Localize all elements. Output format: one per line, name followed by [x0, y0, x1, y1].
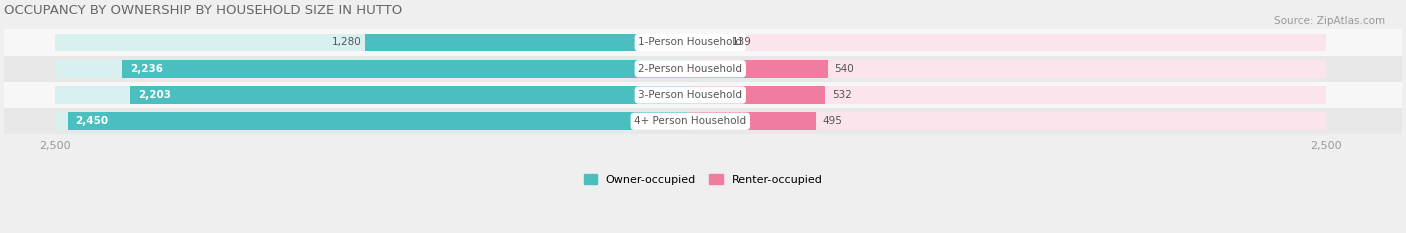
Text: 1,280: 1,280: [332, 38, 361, 48]
Text: 495: 495: [823, 116, 842, 126]
Bar: [690, 112, 1326, 130]
Bar: [690, 112, 815, 130]
Bar: [690, 60, 1326, 78]
Bar: [67, 112, 690, 130]
Legend: Owner-occupied, Renter-occupied: Owner-occupied, Renter-occupied: [579, 170, 827, 189]
Text: Source: ZipAtlas.com: Source: ZipAtlas.com: [1274, 16, 1385, 26]
Bar: [55, 60, 690, 78]
Text: 1-Person Household: 1-Person Household: [638, 38, 742, 48]
Bar: [55, 112, 690, 130]
Bar: [55, 86, 690, 104]
Text: 3-Person Household: 3-Person Household: [638, 90, 742, 100]
Bar: [690, 34, 725, 51]
Text: 2,203: 2,203: [138, 90, 172, 100]
Text: 2,450: 2,450: [76, 116, 108, 126]
Bar: [4, 108, 1402, 134]
Bar: [122, 60, 690, 78]
Bar: [690, 86, 825, 104]
Text: 2-Person Household: 2-Person Household: [638, 64, 742, 74]
Bar: [55, 34, 690, 51]
Bar: [4, 29, 1402, 56]
Text: 139: 139: [733, 38, 752, 48]
Bar: [690, 34, 1326, 51]
Bar: [4, 82, 1402, 108]
Bar: [690, 86, 1326, 104]
Text: OCCUPANCY BY OWNERSHIP BY HOUSEHOLD SIZE IN HUTTO: OCCUPANCY BY OWNERSHIP BY HOUSEHOLD SIZE…: [4, 4, 402, 17]
Bar: [690, 60, 828, 78]
Text: 532: 532: [832, 90, 852, 100]
Text: 4+ Person Household: 4+ Person Household: [634, 116, 747, 126]
Bar: [131, 86, 690, 104]
Bar: [4, 56, 1402, 82]
Text: 540: 540: [834, 64, 853, 74]
Bar: [366, 34, 690, 51]
Text: 2,236: 2,236: [129, 64, 163, 74]
